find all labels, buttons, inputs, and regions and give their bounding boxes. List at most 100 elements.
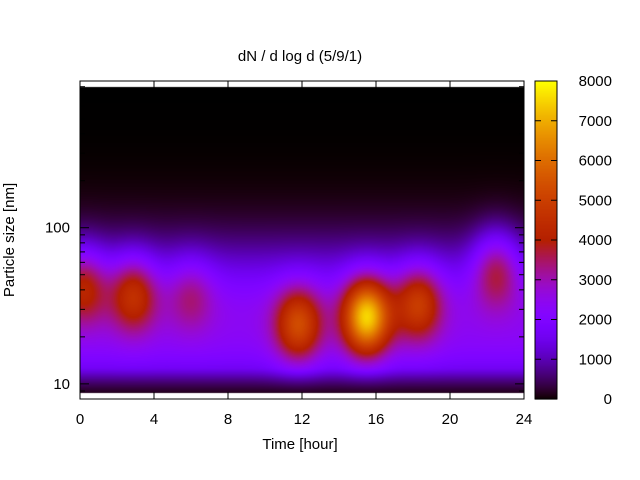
colorbar-cell (535, 219, 557, 221)
colorbar-cell (535, 342, 557, 344)
colorbar-cell (535, 107, 557, 109)
colorbar-cell (535, 125, 557, 127)
colorbar-tick-label: 6000 (579, 153, 612, 170)
colorbar-cell (535, 372, 557, 374)
colorbar-cell (535, 93, 557, 95)
colorbar (535, 81, 557, 400)
colorbar-cell (535, 369, 557, 371)
colorbar-cell (535, 290, 557, 292)
colorbar-cell (535, 394, 557, 396)
colorbar-cell (535, 347, 557, 349)
colorbar-cell (535, 193, 557, 195)
colorbar-cell (535, 387, 557, 389)
colorbar-cell (535, 212, 557, 214)
colorbar-cell (535, 150, 557, 152)
colorbar-cell (535, 272, 557, 274)
colorbar-cell (535, 384, 557, 386)
colorbar-cell (535, 127, 557, 129)
colorbar-cell (535, 169, 557, 171)
colorbar-cell (535, 224, 557, 226)
colorbar-cell (535, 238, 557, 240)
colorbar-cell (535, 87, 557, 89)
x-tick-label: 4 (150, 411, 158, 428)
colorbar-cell (535, 271, 557, 273)
colorbar-cell (535, 318, 557, 320)
colorbar-cell (535, 335, 557, 337)
colorbar-cell (535, 148, 557, 150)
colorbar-cell (535, 393, 557, 395)
colorbar-cell (535, 235, 557, 237)
colorbar-cell (535, 252, 557, 254)
colorbar-cell (535, 207, 557, 209)
colorbar-cell (535, 257, 557, 259)
colorbar-cell (535, 343, 557, 345)
colorbar-cell (535, 295, 557, 297)
colorbar-cell (535, 380, 557, 382)
colorbar-cell (535, 288, 557, 290)
colorbar-cell (535, 240, 557, 242)
colorbar-cell (535, 152, 557, 154)
colorbar-cell (535, 336, 557, 338)
colorbar-cell (535, 85, 557, 87)
colorbar-cell (535, 159, 557, 161)
colorbar-cell (535, 220, 557, 222)
colorbar-cell (535, 162, 557, 164)
colorbar-cell (535, 373, 557, 375)
colorbar-cell (535, 202, 557, 204)
colorbar-cell (535, 251, 557, 253)
colorbar-cell (535, 228, 557, 230)
colorbar-cell (535, 379, 557, 381)
colorbar-cell (535, 204, 557, 206)
colorbar-cell (535, 250, 557, 252)
colorbar-cell (535, 209, 557, 211)
colorbar-cell (535, 82, 557, 84)
colorbar-cell (535, 364, 557, 366)
colorbar-cell (535, 273, 557, 275)
x-tick-label: 8 (224, 411, 232, 428)
colorbar-cell (535, 312, 557, 314)
colorbar-cell (535, 100, 557, 102)
colorbar-cell (535, 281, 557, 283)
colorbar-cell (535, 325, 557, 327)
colorbar-cell (535, 365, 557, 367)
colorbar-cell (535, 357, 557, 359)
colorbar-cell (535, 188, 557, 190)
colorbar-cell (535, 216, 557, 218)
colorbar-cell (535, 147, 557, 149)
colorbar-cell (535, 139, 557, 141)
colorbar-cell (535, 359, 557, 361)
colorbar-cell (535, 98, 557, 100)
y-tick-label: 100 (45, 220, 70, 237)
colorbar-cell (535, 358, 557, 360)
colorbar-cell (535, 383, 557, 385)
colorbar-cell (535, 130, 557, 132)
colorbar-cell (535, 375, 557, 377)
colorbar-cell (535, 170, 557, 172)
colorbar-cell (535, 200, 557, 202)
x-axis-label: Time [hour] (262, 436, 337, 453)
colorbar-cell (535, 195, 557, 197)
colorbar-cell (535, 248, 557, 250)
x-tick-label: 12 (294, 411, 311, 428)
colorbar-cell (535, 322, 557, 324)
colorbar-cell (535, 161, 557, 163)
colorbar-cell (535, 391, 557, 393)
colorbar-cell (535, 135, 557, 137)
colorbar-cell (535, 184, 557, 186)
colorbar-cell (535, 324, 557, 326)
colorbar-cell (535, 186, 557, 188)
colorbar-cell (535, 157, 557, 159)
colorbar-cell (535, 306, 557, 308)
colorbar-cell (535, 124, 557, 126)
colorbar-cell (535, 287, 557, 289)
colorbar-cell (535, 91, 557, 93)
colorbar-cell (535, 311, 557, 313)
colorbar-cell (535, 167, 557, 169)
y-tick-label: 10 (53, 376, 70, 393)
colorbar-cell (535, 268, 557, 270)
colorbar-cell (535, 274, 557, 276)
colorbar-cell (535, 285, 557, 287)
colorbar-cell (535, 397, 557, 399)
colorbar-cell (535, 158, 557, 160)
colorbar-cell (535, 122, 557, 124)
